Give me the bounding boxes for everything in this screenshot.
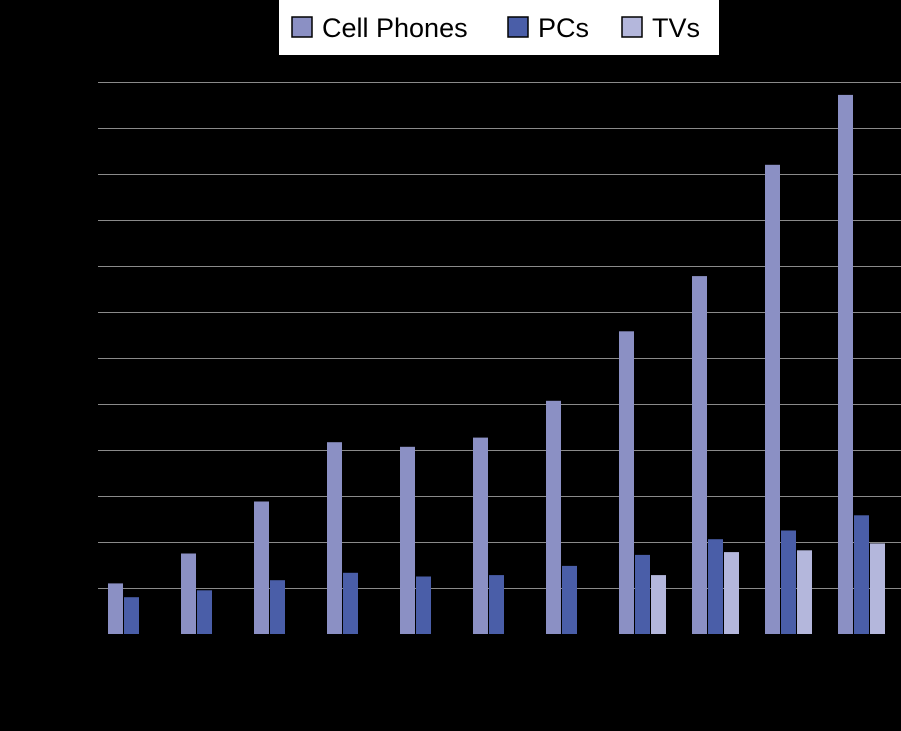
- legend-swatch-tvs: [621, 16, 643, 38]
- bar-cell-phones-6: [546, 400, 561, 634]
- bar-cell-phones-4: [400, 446, 415, 634]
- legend-label-pcs: PCs: [538, 13, 589, 43]
- bar-cell-phones-8: [692, 276, 707, 634]
- bar-cell-phones-7: [619, 331, 634, 634]
- bar-cell-phones-10: [838, 94, 853, 634]
- bar-tvs-8: [724, 552, 739, 634]
- bar-pcs-3: [343, 572, 358, 634]
- legend-box: [279, 0, 719, 55]
- legend-item-pcs: PCs: [507, 13, 589, 43]
- bar-tvs-7: [651, 575, 666, 634]
- bars: [108, 94, 885, 635]
- legend-label-tvs: TVs: [652, 13, 700, 43]
- bar-cell-phones-1: [181, 553, 196, 634]
- bar-tvs-10: [870, 543, 885, 634]
- bar-pcs-10: [854, 515, 869, 634]
- legend: Cell Phones PCs TVs: [279, 0, 719, 55]
- bar-cell-phones-0: [108, 583, 123, 634]
- bar-cell-phones-9: [765, 164, 780, 635]
- bar-pcs-1: [197, 590, 212, 634]
- legend-swatch-pcs: [507, 16, 529, 38]
- bar-pcs-2: [270, 580, 285, 634]
- bar-pcs-7: [635, 554, 650, 634]
- bar-pcs-9: [781, 530, 796, 634]
- legend-swatch-cell-phones: [291, 16, 313, 38]
- bar-pcs-4: [416, 576, 431, 634]
- bar-pcs-0: [124, 597, 139, 634]
- bar-tvs-9: [797, 550, 812, 634]
- bar-cell-phones-3: [327, 442, 342, 634]
- legend-item-cell-phones: Cell Phones: [291, 13, 468, 43]
- legend-label-cell-phones: Cell Phones: [322, 13, 468, 43]
- bar-pcs-6: [562, 565, 577, 634]
- bar-pcs-5: [489, 575, 504, 634]
- legend-item-tvs: TVs: [621, 13, 700, 43]
- bar-cell-phones-5: [473, 437, 488, 634]
- bar-cell-phones-2: [254, 501, 269, 634]
- bar-pcs-8: [708, 539, 723, 634]
